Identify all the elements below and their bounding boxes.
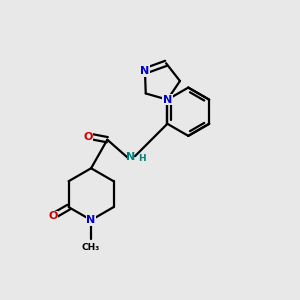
Text: CH₃: CH₃ [82, 243, 100, 252]
Text: H: H [138, 154, 146, 163]
Text: N: N [126, 152, 136, 162]
Text: N: N [163, 94, 172, 105]
Text: N: N [86, 215, 96, 225]
Text: O: O [83, 132, 93, 142]
Text: N: N [140, 66, 150, 76]
Text: O: O [48, 211, 58, 221]
